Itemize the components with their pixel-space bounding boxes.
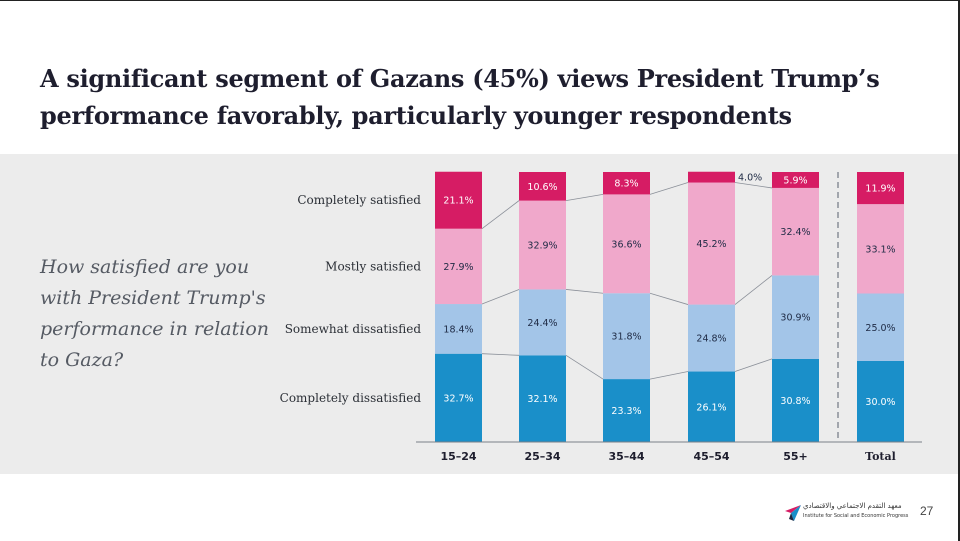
legend-mostly-satisfied: Mostly satisfied <box>325 259 421 273</box>
bar-completely-satisfied-45-54 <box>688 171 735 183</box>
value-label: 23.3% <box>611 406 641 417</box>
x-tick-label: 35–44 <box>608 450 644 463</box>
value-label: 24.8% <box>696 334 726 345</box>
bar-mostly-satisfied-35-44 <box>603 194 650 294</box>
bar-mostly-satisfied-25-34 <box>519 200 566 290</box>
bar-completely-dissatisfied-45-54 <box>688 371 735 442</box>
value-label: 30.8% <box>780 396 810 407</box>
bar-completely-satisfied-35-44 <box>603 172 650 195</box>
value-label: 45.2% <box>696 239 726 250</box>
value-label: 30.0% <box>865 397 895 408</box>
value-label: 18.4% <box>443 324 473 335</box>
value-label: 5.9% <box>783 175 807 186</box>
bar-somewhat-dissatisfied-total <box>857 293 904 361</box>
connector-line <box>565 289 604 294</box>
connector-line <box>734 275 773 305</box>
bar-completely-dissatisfied-35-44 <box>603 379 650 442</box>
logo-english-text: Institute for Social and Economic Progre… <box>803 513 909 519</box>
value-label: 8.3% <box>614 179 638 190</box>
legend-completely-satisfied: Completely satisfied <box>297 193 421 207</box>
value-label: 32.1% <box>527 394 557 405</box>
value-label: 33.1% <box>865 244 895 255</box>
connector-line <box>565 354 604 380</box>
x-tick-label: 45–54 <box>693 450 729 463</box>
value-label: 36.6% <box>611 239 641 250</box>
value-label: 26.1% <box>696 402 726 413</box>
bar-completely-satisfied-25-34 <box>519 172 566 201</box>
value-label: 11.9% <box>865 184 895 195</box>
survey-question: How satisfied are you with President Tru… <box>40 256 270 371</box>
x-tick-label: 25–34 <box>524 450 560 463</box>
bar-completely-dissatisfied-15-24 <box>435 353 482 442</box>
bar-completely-dissatisfied-25-34 <box>519 355 566 442</box>
connector-line <box>649 182 689 195</box>
connector-line <box>481 353 520 356</box>
value-label: 27.9% <box>443 262 473 273</box>
bar-somewhat-dissatisfied-45-54 <box>688 304 735 372</box>
slide-border-top <box>0 0 958 1</box>
bar-mostly-satisfied-55 <box>772 187 819 276</box>
x-tick-label: Total <box>865 450 896 463</box>
x-tick-label: 15–24 <box>440 450 476 463</box>
connector-line <box>565 194 604 202</box>
value-label: 32.7% <box>443 393 473 404</box>
bar-completely-satisfied-55 <box>772 172 819 188</box>
institute-logo: معهد التقدم الاجتماعي والاقتصادي Institu… <box>785 502 915 524</box>
slide-title: A significant segment of Gazans (45%) vi… <box>40 64 880 130</box>
connector-line <box>649 292 689 305</box>
value-label: 21.1% <box>443 196 473 207</box>
value-label: 10.6% <box>527 182 557 193</box>
bar-mostly-satisfied-total <box>857 204 904 294</box>
connector-line <box>734 182 773 189</box>
value-label: 31.8% <box>611 332 641 343</box>
connector-line <box>649 371 689 380</box>
bar-completely-dissatisfied-55 <box>772 358 819 442</box>
x-tick-label: 55+ <box>783 450 808 463</box>
bar-somewhat-dissatisfied-55 <box>772 275 819 359</box>
value-label: 24.4% <box>527 318 557 329</box>
connector-line <box>734 358 773 372</box>
legend-somewhat-dissatisfied: Somewhat dissatisfied <box>285 322 422 336</box>
value-label: 25.0% <box>865 323 895 334</box>
logo-arabic-text: معهد التقدم الاجتماعي والاقتصادي <box>803 502 902 510</box>
bar-mostly-satisfied-45-54 <box>688 182 735 305</box>
slide-border-right <box>958 0 960 541</box>
bar-somewhat-dissatisfied-35-44 <box>603 293 650 380</box>
bar-somewhat-dissatisfied-25-34 <box>519 289 566 356</box>
bar-completely-satisfied-total <box>857 172 904 205</box>
page-number: 27 <box>920 504 934 518</box>
value-label: 32.4% <box>780 227 810 238</box>
value-label: 30.9% <box>780 313 810 324</box>
bar-completely-satisfied-15-24 <box>435 171 482 229</box>
bar-somewhat-dissatisfied-15-24 <box>435 304 482 354</box>
connector-line <box>481 200 520 230</box>
value-label: 4.0% <box>738 173 762 184</box>
legend-completely-dissatisfied: Completely dissatisfied <box>280 391 422 405</box>
bar-completely-dissatisfied-total <box>857 361 904 442</box>
value-label: 32.9% <box>527 241 557 252</box>
logo-mark-icon <box>785 505 801 521</box>
stacked-bar-chart: 32.7% 32.1% 23.3% 26.1% 30.8% 30.0% 18.4% 24.4%… <box>280 171 922 463</box>
bar-mostly-satisfied-15-24 <box>435 228 482 305</box>
connector-line <box>481 289 520 305</box>
